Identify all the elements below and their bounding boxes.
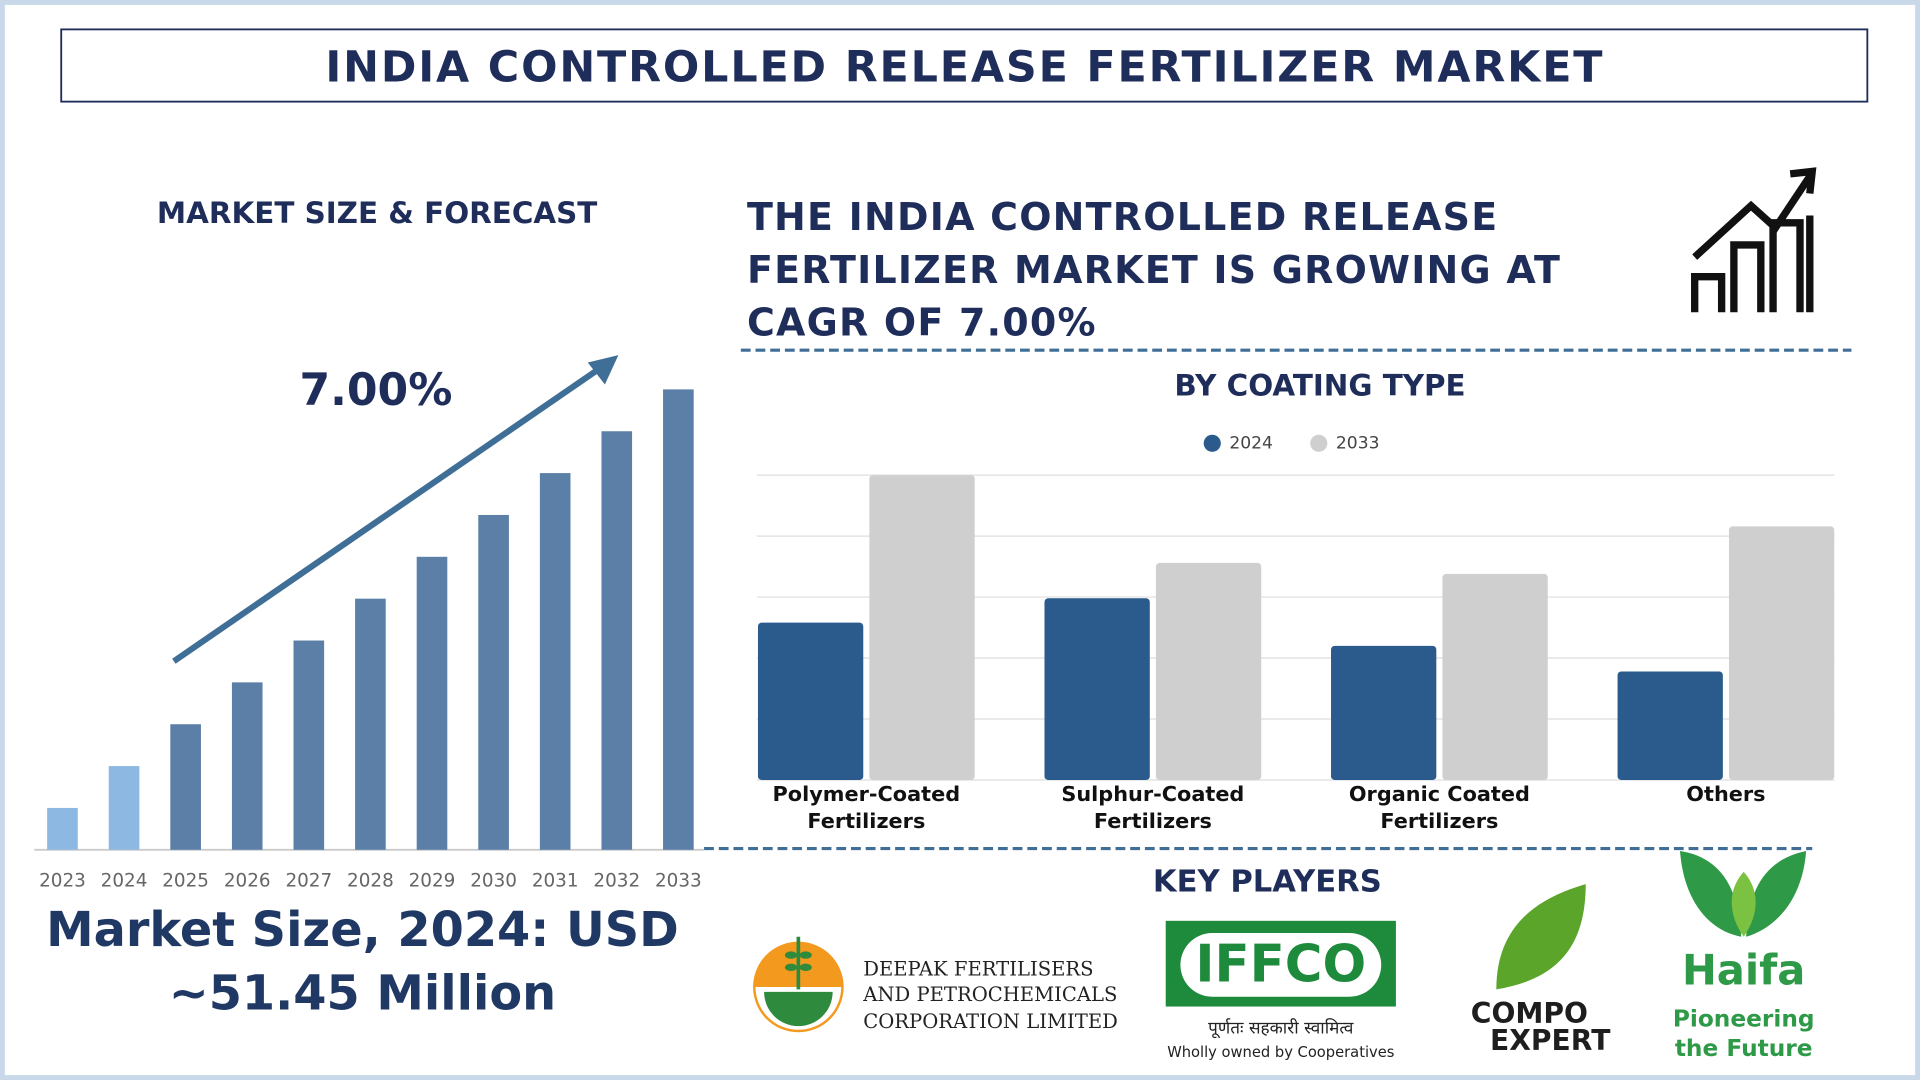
title-box	[60, 28, 1869, 103]
market-size: ~51.45 Million	[169, 967, 556, 1022]
x-tick-label: 2025	[162, 871, 209, 892]
bar	[663, 389, 694, 850]
legend-label: 2033	[1336, 433, 1380, 453]
trend-arrow	[172, 362, 607, 664]
headline: CAGR OF 7.00%	[746, 301, 1097, 346]
bar	[231, 682, 263, 850]
x-tick-label: 2032	[593, 871, 640, 892]
x-tick-label: Organic Coated Fertilizers	[1348, 782, 1530, 834]
iffco-logo	[1180, 933, 1382, 997]
logo-text: Pioneering	[1673, 1006, 1815, 1033]
logo-text: IFFCO	[1195, 934, 1366, 994]
bar	[355, 598, 386, 850]
compo-logo	[1496, 884, 1586, 990]
haifa-logo	[1680, 851, 1807, 937]
logo-text: पूर्णतः सहकारी स्वामित्व	[1208, 1018, 1354, 1039]
bar	[1155, 562, 1262, 780]
logo-text: EXPERT	[1490, 1024, 1611, 1057]
page-title: INDIA CONTROLLED RELEASE FERTILIZER MARK…	[325, 42, 1604, 92]
x-tick-label: 2023	[39, 871, 86, 892]
legend-swatch	[1203, 434, 1221, 452]
arrow-head	[587, 355, 619, 385]
bar	[293, 640, 325, 850]
bar	[869, 475, 975, 780]
legend-swatch	[1310, 434, 1328, 452]
logo-text: Wholly owned by Cooperatives	[1167, 1044, 1394, 1061]
chart-title: MARKET SIZE & FORECAST	[157, 196, 597, 230]
bar	[170, 724, 201, 850]
x-tick-label: 2029	[409, 871, 456, 892]
x-tick-label: 2024	[101, 871, 148, 892]
market-size: Market Size, 2024: USD	[46, 903, 679, 958]
x-tick-label: 2030	[470, 871, 517, 892]
bar	[108, 766, 140, 850]
bar	[1617, 671, 1723, 780]
bar	[1331, 645, 1437, 780]
bar	[478, 514, 509, 850]
x-tick-label: 2033	[655, 871, 702, 892]
bar	[1044, 598, 1150, 780]
bar	[47, 807, 78, 850]
logo-text: Haifa	[1682, 945, 1805, 994]
logo-text: CORPORATION LIMITED	[863, 1010, 1118, 1033]
cagr-annotation: 7.00%	[299, 365, 452, 416]
section-title: KEY PLAYERS	[1153, 864, 1382, 899]
x-tick-label: Others	[1686, 782, 1766, 807]
bar	[601, 431, 633, 850]
x-tick-label: Sulphur-Coated Fertilizers	[1061, 782, 1245, 834]
growth-icon	[1691, 167, 1817, 313]
x-tick-label: 2031	[532, 871, 579, 892]
legend-label: 2024	[1229, 433, 1273, 453]
x-tick-label: 2027	[285, 871, 332, 892]
bar	[757, 622, 864, 780]
headline: THE INDIA CONTROLLED RELEASE	[746, 195, 1499, 240]
bar	[539, 473, 571, 850]
bar	[1442, 573, 1548, 780]
logo-text: DEEPAK FERTILISERS	[863, 957, 1093, 980]
logo-text: COMPO	[1471, 997, 1588, 1030]
headline: FERTILIZER MARKET IS GROWING AT	[746, 248, 1562, 293]
logo-text: AND PETROCHEMICALS	[862, 983, 1117, 1006]
logo-text: the Future	[1675, 1035, 1813, 1062]
bar	[1728, 526, 1835, 780]
chart-title: BY COATING TYPE	[1174, 368, 1465, 402]
x-tick-label: Polymer-Coated Fertilizers	[772, 782, 961, 834]
x-tick-label: 2028	[347, 871, 394, 892]
deepak-logo	[753, 936, 844, 1033]
bar	[416, 556, 448, 850]
x-tick-label: 2026	[224, 871, 271, 892]
